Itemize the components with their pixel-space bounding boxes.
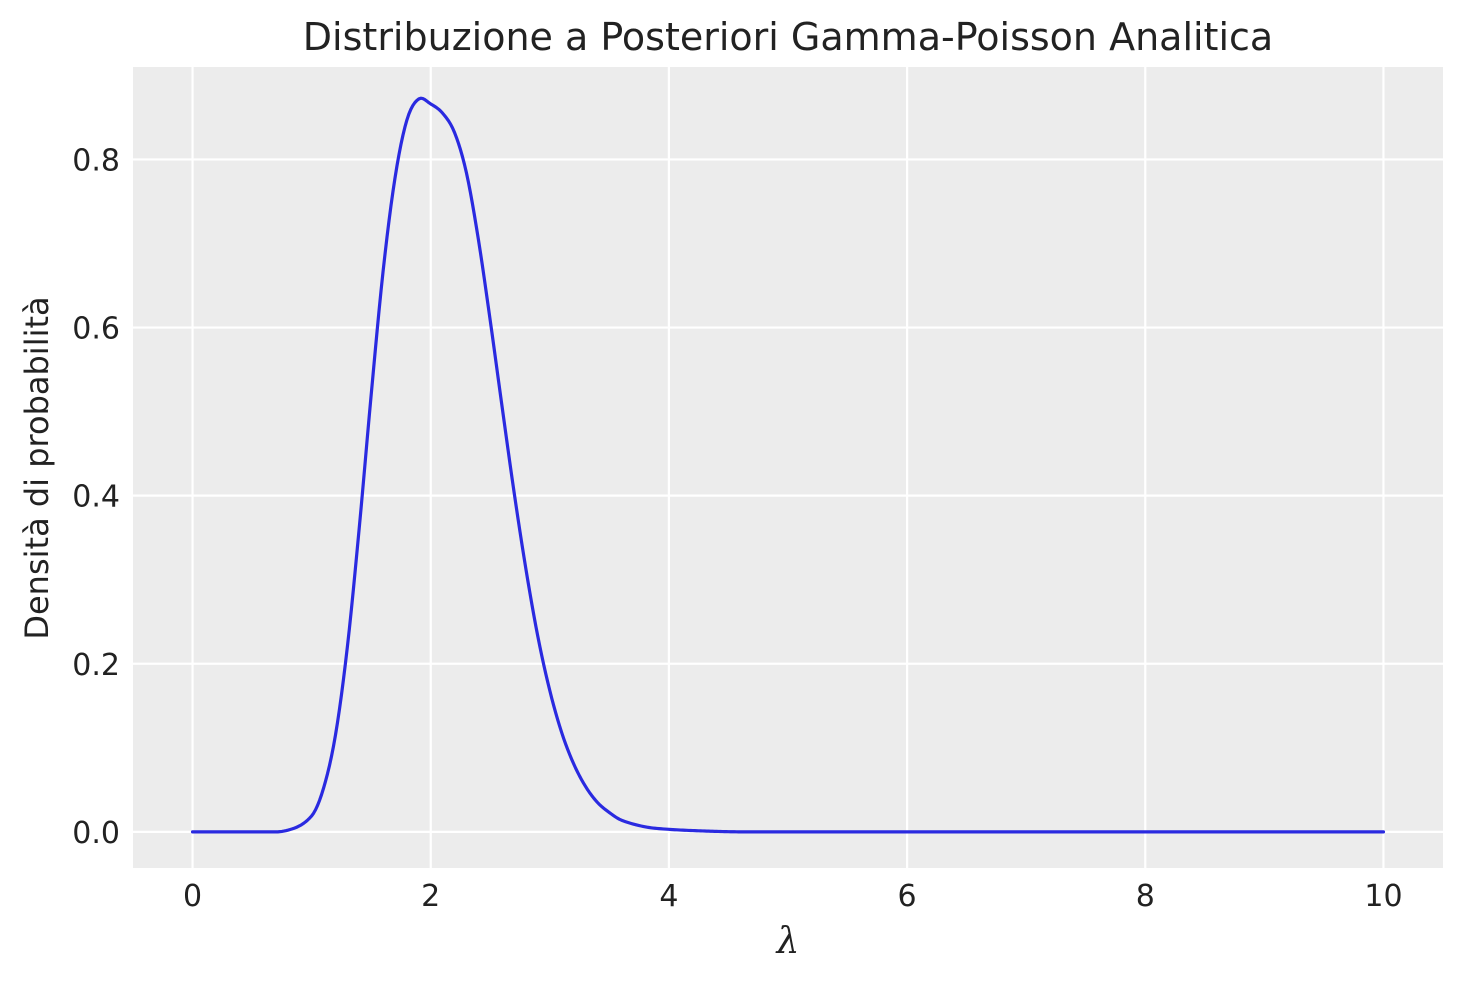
x-axis-label: λ [775, 921, 800, 962]
series-line [190, 96, 1386, 834]
y-tick-label: 0.2 [72, 648, 120, 683]
y-axis-label: Densità di probabilità [18, 296, 56, 639]
y-tick-label: 0.0 [72, 816, 120, 851]
x-tick-label: 4 [659, 879, 678, 914]
y-axis-ticks: 0.0 0.2 0.4 0.6 0.8 [72, 143, 120, 850]
y-tick-label: 0.6 [72, 312, 120, 347]
x-tick-label: 0 [183, 879, 202, 914]
x-tick-label: 6 [898, 879, 917, 914]
x-tick-label: 10 [1364, 879, 1402, 914]
grid [133, 67, 1443, 868]
x-axis-ticks: 0 2 4 6 8 10 [183, 879, 1403, 914]
plot-area [133, 67, 1443, 868]
y-tick-label: 0.4 [72, 480, 120, 515]
x-tick-label: 8 [1136, 879, 1155, 914]
y-tick-label: 0.8 [72, 143, 120, 178]
chart-title: Distribuzione a Posteriori Gamma-Poisson… [303, 15, 1273, 59]
x-tick-label: 2 [421, 879, 440, 914]
